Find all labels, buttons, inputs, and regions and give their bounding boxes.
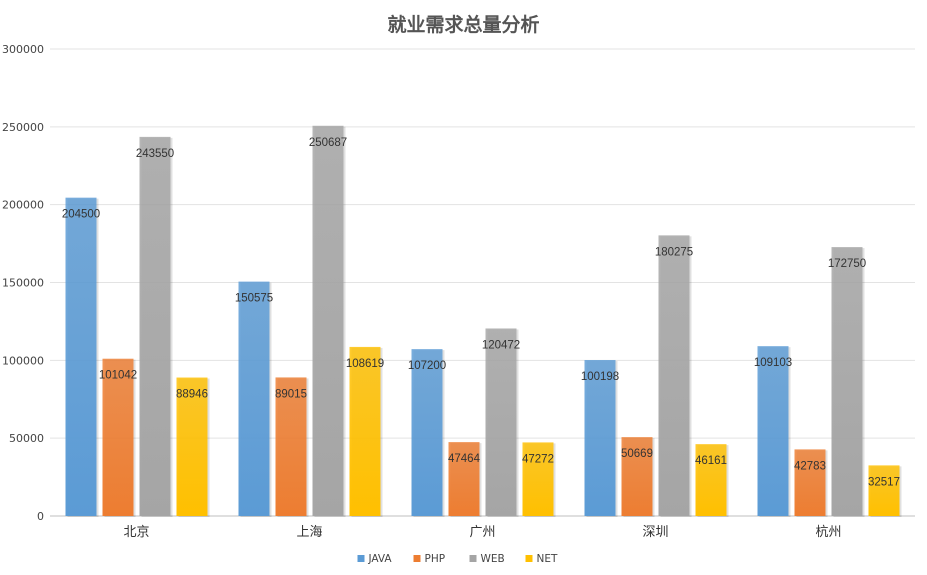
data-label: 150575 — [235, 293, 273, 305]
legend-label: WEB — [481, 553, 505, 565]
x-category-label: 北京 — [123, 525, 149, 540]
chart-title: 就业需求总量分析 — [387, 14, 540, 36]
legend-swatch — [469, 555, 477, 562]
bar-web — [831, 247, 863, 517]
x-category-label: 广州 — [469, 525, 495, 540]
data-label: 109103 — [754, 357, 792, 369]
bar-web — [139, 136, 171, 516]
legend-swatch — [525, 555, 533, 562]
data-label: 89015 — [275, 388, 307, 400]
data-label: 47464 — [448, 453, 481, 465]
x-category-label: 深圳 — [642, 525, 668, 540]
data-label: 50669 — [621, 448, 653, 460]
bar-java — [411, 349, 443, 516]
legend-swatch — [357, 555, 365, 562]
data-label: 46161 — [695, 455, 727, 467]
data-label: 172750 — [828, 258, 866, 270]
y-tick-label: 0 — [37, 510, 44, 523]
legend-swatch — [413, 555, 421, 562]
bar-web — [485, 328, 517, 516]
bar-net — [868, 465, 900, 516]
y-tick-label: 50000 — [9, 432, 44, 445]
data-label: 204500 — [62, 209, 100, 221]
y-tick-label: 250000 — [2, 121, 44, 134]
data-label: 88946 — [176, 389, 208, 401]
data-label: 243550 — [136, 148, 174, 160]
bar-net — [695, 444, 727, 516]
bar-php — [275, 377, 307, 516]
bar-web — [312, 125, 344, 516]
data-label: 107200 — [408, 360, 446, 372]
bar-java — [65, 197, 97, 516]
bar-java — [584, 360, 616, 516]
data-label: 100198 — [581, 371, 619, 383]
bar-java — [757, 346, 789, 516]
y-tick-label: 100000 — [2, 354, 44, 367]
data-label: 108619 — [346, 358, 384, 370]
y-tick-label: 200000 — [2, 199, 44, 212]
data-label: 120472 — [482, 339, 520, 351]
data-label: 250687 — [309, 137, 347, 149]
bar-net — [349, 346, 381, 516]
data-label: 180275 — [655, 246, 693, 258]
legend-label: NET — [537, 553, 558, 565]
data-label: 32517 — [868, 476, 900, 488]
bar-php — [102, 358, 134, 516]
x-category-label: 上海 — [296, 525, 322, 540]
bar-web — [658, 235, 690, 516]
y-tick-label: 300000 — [2, 43, 44, 56]
bar-java — [238, 281, 270, 516]
data-label: 42783 — [794, 460, 826, 472]
x-category-label: 杭州 — [815, 525, 841, 540]
bar-net — [176, 377, 208, 516]
y-tick-label: 150000 — [2, 277, 44, 290]
legend-label: JAVA — [368, 553, 393, 565]
data-label: 47272 — [522, 453, 554, 465]
bar-php — [621, 437, 653, 516]
bar-php — [794, 449, 826, 516]
bar-php — [448, 442, 480, 516]
legend-label: PHP — [425, 553, 446, 565]
bar-net — [522, 442, 554, 516]
data-label: 101042 — [99, 370, 137, 382]
